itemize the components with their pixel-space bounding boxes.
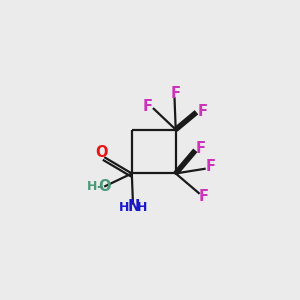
- Text: H: H: [87, 180, 98, 193]
- Text: H: H: [136, 201, 147, 214]
- Text: F: F: [143, 99, 153, 114]
- Text: -: -: [96, 179, 102, 194]
- Text: F: F: [198, 189, 208, 204]
- Text: F: F: [205, 160, 215, 175]
- Text: H: H: [119, 201, 129, 214]
- Text: F: F: [195, 140, 206, 155]
- Text: O: O: [98, 179, 110, 194]
- Text: F: F: [171, 86, 181, 101]
- Text: O: O: [95, 145, 107, 160]
- Text: F: F: [197, 103, 207, 118]
- Text: N: N: [127, 199, 140, 214]
